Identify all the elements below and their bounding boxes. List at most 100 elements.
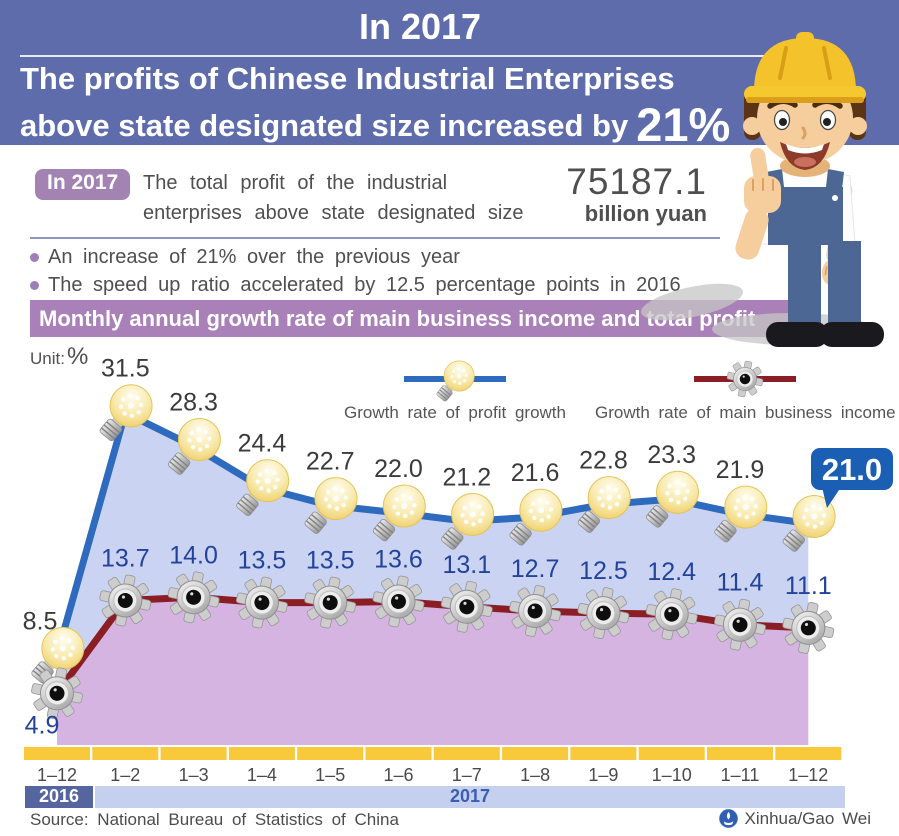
highlight-callout: 21.0: [811, 448, 893, 508]
x-tick-label: 1–6: [383, 765, 413, 785]
income-area-fill: [57, 597, 809, 745]
mascot-thumbs-up-arm: [735, 148, 781, 260]
worker-mascot-illustration: [641, 32, 884, 347]
gear-marker: [99, 574, 152, 627]
bullet-icon: [30, 253, 39, 262]
profit-value-label: 22.8: [579, 447, 628, 475]
x-axis-tick-bar: [160, 747, 227, 760]
summary-text-line1: The total profit of the industrial: [143, 172, 448, 194]
profit-area-fill: [57, 412, 809, 694]
total-profit-value: 75187.1 billion yuan: [545, 162, 707, 226]
legend-profit-growth: Growth rate of profit growth: [330, 355, 580, 423]
bullet-icon: [30, 281, 39, 290]
gear-marker: [645, 588, 698, 641]
lightbulb-marker: [577, 476, 631, 533]
income-value-label: 13.6: [374, 546, 423, 574]
lightbulb-legend-icon: [404, 360, 506, 402]
summary-divider: [30, 237, 720, 239]
x-axis-tick-bar: [297, 747, 364, 760]
lightbulb-marker: [304, 477, 358, 534]
gear-marker: [782, 601, 835, 654]
mascot-body: [754, 169, 861, 329]
gear-marker: [714, 598, 766, 651]
income-value-label: 13.1: [442, 551, 491, 579]
x-axis-tick-bar: [638, 747, 705, 760]
profit-value-label: 8.5: [23, 607, 58, 635]
x-axis-tick-bar: [570, 747, 637, 760]
gear-marker: [577, 587, 630, 640]
income-value-label: 11.1: [785, 572, 832, 600]
list-item: An increase of 21% over the previous yea…: [30, 243, 754, 271]
income-value-label: 12.4: [647, 558, 696, 586]
income-value-label: 13.7: [101, 545, 150, 573]
growth-rate-line-chart: 8.5 31.5 28.3 24.4 22.7 22.0 21.2 21.6 22.8 23.3 2…: [23, 355, 893, 808]
income-value-label: 4.9: [25, 711, 60, 739]
income-value-label: 12.5: [579, 557, 628, 585]
profit-value-label: 31.5: [101, 355, 150, 383]
lightbulb-marker: [167, 418, 221, 475]
x-tick-label: 1–11: [721, 765, 760, 785]
in-2017-badge: In 2017: [35, 169, 131, 200]
x-axis-tick-bar: [365, 747, 432, 760]
mascot-shoes: [766, 322, 884, 347]
bullet-text: An increase of 21% over the previous yea…: [48, 246, 460, 268]
xinhua-logo-icon: [717, 808, 739, 829]
summary-text-line2: enterprises above state designated size: [143, 202, 524, 224]
x-axis-tick-bar: [502, 747, 569, 760]
x-axis-tick-bar: [24, 747, 90, 760]
lightbulb-marker: [441, 492, 495, 550]
legend-main-business-income: Growth rate of main business income: [595, 355, 896, 423]
profit-value-label: 24.4: [238, 430, 287, 458]
page-title: In 2017: [358, 6, 482, 47]
headline-line2: above state designated size increased by…: [20, 97, 730, 152]
lightbulb-marker: [372, 484, 426, 542]
headline-line1: The profits of Chinese Industrial Enterp…: [20, 61, 675, 96]
gear-marker: [440, 580, 493, 633]
year-2016-label: 2016: [39, 786, 79, 806]
unit-text: Unit:: [30, 349, 65, 368]
lightbulb-marker: [509, 488, 563, 546]
lightbulb-marker: [436, 360, 475, 402]
year-2016-bar: [25, 786, 93, 808]
gear-marker: [235, 576, 288, 629]
hard-hat-icon: [744, 32, 866, 103]
gear-marker: [726, 360, 764, 398]
profit-number: 75187.1: [566, 161, 707, 202]
header-band: In 2017 The profits of Chinese Industria…: [0, 0, 899, 151]
legend-label: Growth rate of profit growth: [344, 403, 566, 422]
gear-legend-icon: [694, 360, 796, 398]
svg-text:21.0: 21.0: [822, 452, 882, 487]
lightbulb-marker: [646, 470, 699, 528]
lightbulb-marker: [714, 485, 768, 543]
unit-label: Unit:%: [30, 343, 88, 371]
percent-symbol: %: [66, 343, 89, 370]
headline-percent: 21%: [636, 98, 731, 151]
gear-marker: [372, 575, 425, 628]
income-value-label: 13.5: [306, 547, 355, 575]
income-value-label: 14.0: [169, 541, 218, 569]
profit-value-label: 22.0: [374, 455, 423, 483]
lightbulb-marker: [782, 495, 836, 552]
key-facts-list: An increase of 21% over the previous yea…: [30, 243, 754, 299]
x-tick-label: 1–8: [520, 765, 550, 785]
x-tick-label: 1–7: [452, 765, 482, 785]
title-divider: [20, 55, 813, 57]
headline-line2-text: above state designated size increased by: [20, 108, 629, 143]
lightbulb-marker: [31, 626, 85, 684]
x-axis-tick-bar: [228, 747, 295, 760]
x-tick-label: 1–4: [247, 765, 277, 785]
x-tick-label: 1–10: [652, 765, 692, 785]
legend-label: Growth rate of main business income: [595, 403, 896, 422]
lightbulb-marker: [236, 459, 290, 516]
x-tick-label: 1–12: [788, 765, 828, 785]
x-axis-tick-bar: [775, 747, 842, 760]
profit-value-label: 21.9: [716, 456, 765, 484]
x-axis-tick-bar: [433, 747, 500, 760]
profit-value-label: 28.3: [169, 388, 218, 416]
credit-note: Xinhua/Gao Wei: [717, 808, 871, 829]
profit-unit: billion yuan: [584, 201, 707, 226]
x-tick-label: 1–5: [315, 765, 345, 785]
profit-value-label: 21.2: [442, 463, 491, 491]
x-axis-tick-bar: [707, 747, 773, 760]
gear-marker: [509, 585, 562, 637]
